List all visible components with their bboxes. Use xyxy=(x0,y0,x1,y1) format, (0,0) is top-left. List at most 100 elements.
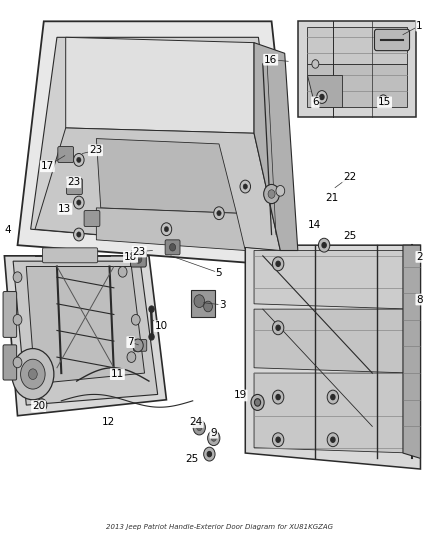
Circle shape xyxy=(254,399,261,406)
Circle shape xyxy=(276,394,280,400)
Polygon shape xyxy=(307,75,342,107)
Polygon shape xyxy=(96,139,237,213)
Circle shape xyxy=(149,334,154,340)
Circle shape xyxy=(251,394,264,410)
Circle shape xyxy=(276,185,285,196)
Circle shape xyxy=(272,433,284,447)
Circle shape xyxy=(170,244,176,251)
Circle shape xyxy=(74,196,84,209)
Circle shape xyxy=(268,190,275,198)
Circle shape xyxy=(240,180,251,193)
FancyBboxPatch shape xyxy=(131,251,146,267)
FancyBboxPatch shape xyxy=(58,147,74,163)
Circle shape xyxy=(272,390,284,404)
Circle shape xyxy=(204,301,212,312)
Circle shape xyxy=(197,424,202,431)
Text: 12: 12 xyxy=(102,417,115,427)
Polygon shape xyxy=(66,37,254,133)
Text: 19: 19 xyxy=(233,391,247,400)
Circle shape xyxy=(331,437,335,442)
Circle shape xyxy=(77,200,81,205)
Text: 4: 4 xyxy=(4,225,11,235)
Circle shape xyxy=(39,402,44,408)
Polygon shape xyxy=(254,251,412,309)
Circle shape xyxy=(149,306,154,312)
Text: 16: 16 xyxy=(264,55,277,64)
FancyBboxPatch shape xyxy=(84,211,100,227)
Circle shape xyxy=(21,359,45,389)
FancyBboxPatch shape xyxy=(3,345,17,380)
Circle shape xyxy=(276,261,280,266)
Circle shape xyxy=(276,325,280,330)
Text: 15: 15 xyxy=(378,98,391,107)
Polygon shape xyxy=(254,373,412,453)
Text: 2: 2 xyxy=(416,252,423,262)
Text: 2013 Jeep Patriot Handle-Exterior Door Diagram for XU81KGZAG: 2013 Jeep Patriot Handle-Exterior Door D… xyxy=(106,524,332,530)
Text: 21: 21 xyxy=(325,193,339,203)
Circle shape xyxy=(331,394,335,400)
Circle shape xyxy=(133,339,143,352)
Polygon shape xyxy=(96,208,245,251)
Circle shape xyxy=(312,60,319,68)
Text: 22: 22 xyxy=(343,172,356,182)
Circle shape xyxy=(322,243,326,248)
Polygon shape xyxy=(403,245,420,458)
Circle shape xyxy=(276,437,280,442)
Text: 20: 20 xyxy=(32,401,45,411)
Circle shape xyxy=(118,266,127,277)
Circle shape xyxy=(164,227,169,232)
Text: 1: 1 xyxy=(416,21,423,30)
Polygon shape xyxy=(307,64,407,107)
Polygon shape xyxy=(13,261,158,405)
Text: 25: 25 xyxy=(343,231,356,240)
Text: 24: 24 xyxy=(190,417,203,427)
Circle shape xyxy=(317,91,327,103)
Text: 6: 6 xyxy=(312,98,319,107)
Text: 17: 17 xyxy=(41,161,54,171)
Text: 23: 23 xyxy=(67,177,80,187)
Text: 11: 11 xyxy=(111,369,124,379)
Circle shape xyxy=(194,295,205,308)
Text: 14: 14 xyxy=(308,220,321,230)
Circle shape xyxy=(327,433,339,447)
Circle shape xyxy=(13,272,22,282)
Circle shape xyxy=(214,207,224,220)
Text: 9: 9 xyxy=(210,428,217,438)
Polygon shape xyxy=(4,256,166,416)
FancyBboxPatch shape xyxy=(42,248,98,263)
Text: 18: 18 xyxy=(124,252,137,262)
Circle shape xyxy=(318,238,330,252)
Circle shape xyxy=(379,95,388,106)
Circle shape xyxy=(74,228,84,241)
Circle shape xyxy=(217,211,221,216)
Polygon shape xyxy=(191,290,215,317)
Polygon shape xyxy=(31,37,285,251)
Circle shape xyxy=(204,447,215,461)
Circle shape xyxy=(28,369,37,379)
Circle shape xyxy=(12,349,54,400)
Circle shape xyxy=(264,184,279,204)
Circle shape xyxy=(77,232,81,237)
Polygon shape xyxy=(245,245,420,469)
Text: 23: 23 xyxy=(89,146,102,155)
Text: 10: 10 xyxy=(155,321,168,331)
Text: 8: 8 xyxy=(416,295,423,304)
Text: 23: 23 xyxy=(133,247,146,256)
Circle shape xyxy=(74,154,84,166)
Text: 25: 25 xyxy=(185,455,198,464)
Circle shape xyxy=(207,451,212,457)
Circle shape xyxy=(131,314,140,325)
Polygon shape xyxy=(18,21,298,266)
Circle shape xyxy=(193,420,205,435)
Polygon shape xyxy=(35,128,280,251)
Circle shape xyxy=(208,431,220,446)
FancyBboxPatch shape xyxy=(374,29,410,51)
Circle shape xyxy=(211,435,216,441)
Circle shape xyxy=(13,314,22,325)
Circle shape xyxy=(243,184,247,189)
Circle shape xyxy=(127,352,136,362)
Circle shape xyxy=(77,157,81,163)
Circle shape xyxy=(272,257,284,271)
Polygon shape xyxy=(26,266,145,384)
Circle shape xyxy=(320,94,324,100)
